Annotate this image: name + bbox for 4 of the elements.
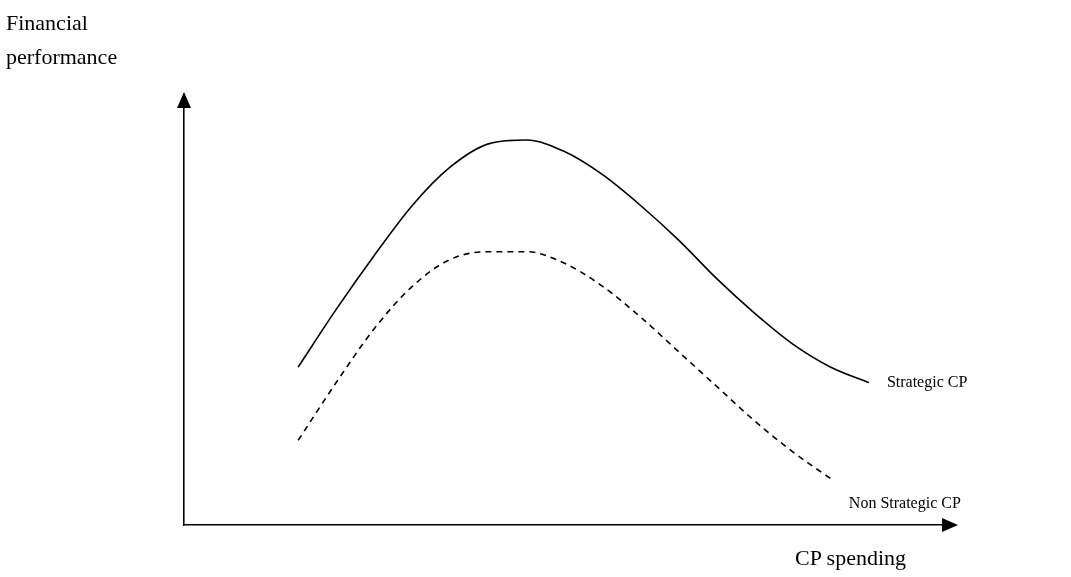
series-label: Non Strategic CP [848, 494, 961, 513]
series-label: Strategic CP [886, 372, 968, 391]
y-axis-title: Financial performance [6, 9, 119, 71]
x-axis-title: CP spending [795, 545, 907, 571]
